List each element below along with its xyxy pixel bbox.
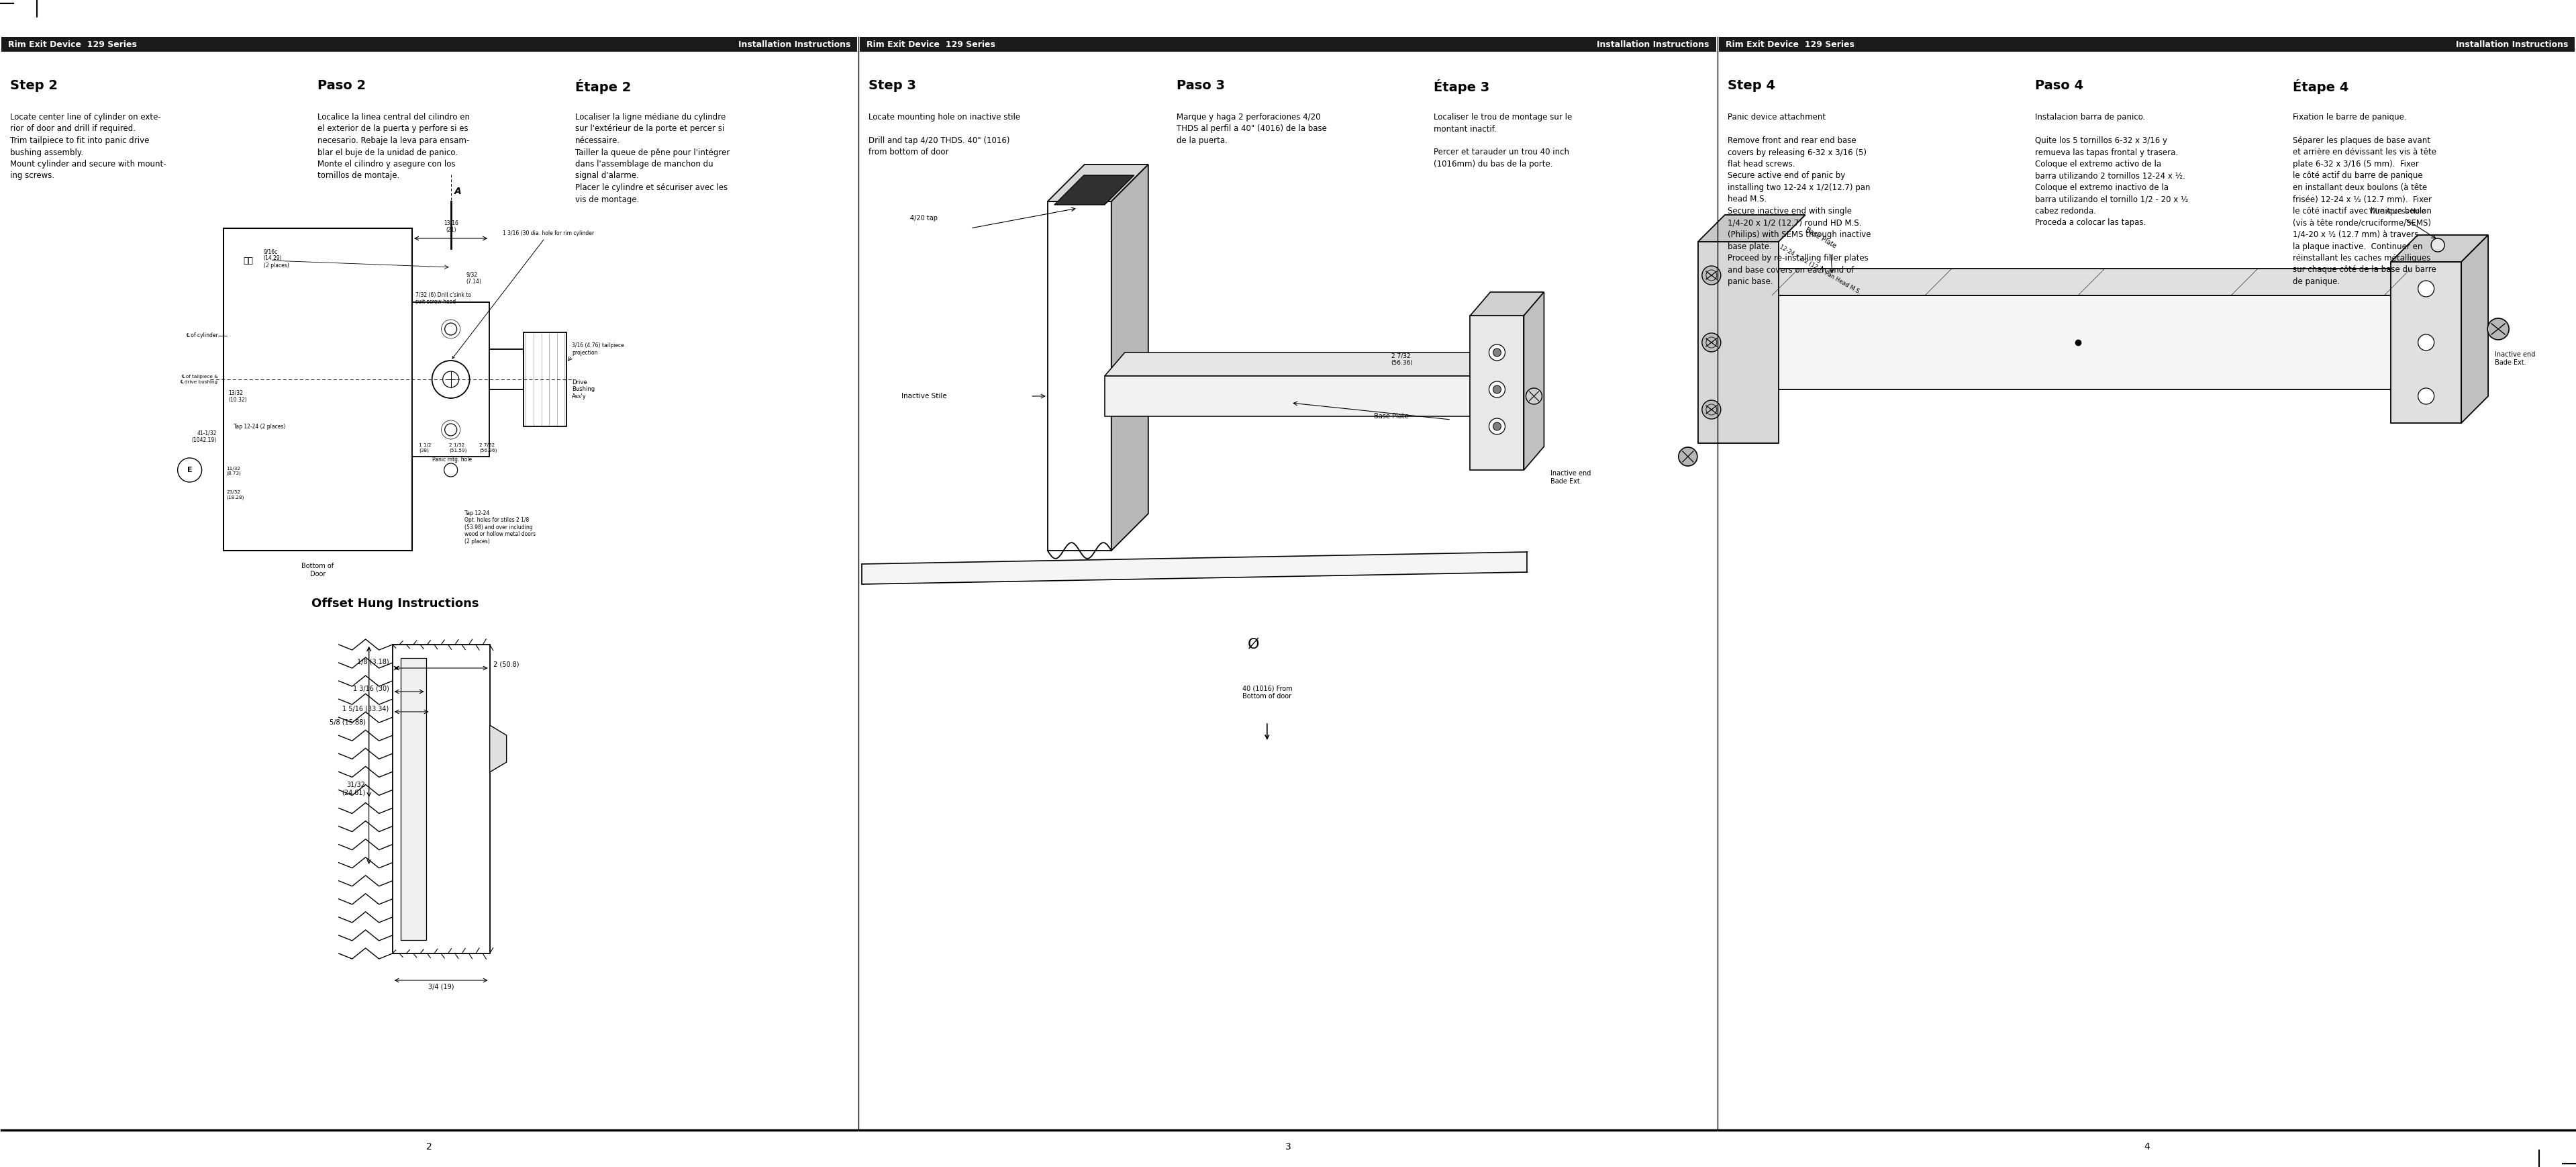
Polygon shape — [1471, 292, 1543, 315]
Text: Rim Exit Device  129 Series: Rim Exit Device 129 Series — [1726, 40, 1855, 49]
Text: Tap 12-24 (2 places): Tap 12-24 (2 places) — [234, 424, 286, 429]
Text: 1/8 (3.18): 1/8 (3.18) — [358, 658, 389, 665]
Bar — [1698, 242, 1777, 443]
Text: 9/32
(7.14): 9/32 (7.14) — [466, 272, 482, 285]
Polygon shape — [1525, 292, 1543, 470]
Text: 1 1/2
(38): 1 1/2 (38) — [420, 443, 430, 453]
Bar — [1471, 315, 1525, 470]
Circle shape — [1494, 349, 1502, 357]
Text: Localice la linea central del cilindro en
el exterior de la puerta y perfore si : Localice la linea central del cilindro e… — [317, 113, 469, 180]
Text: 12-24 x 1/2 (12.7) Pan Head M.S.: 12-24 x 1/2 (12.7) Pan Head M.S. — [1777, 244, 1862, 295]
Bar — [392, 644, 489, 953]
Text: Installation Instructions: Installation Instructions — [2455, 40, 2568, 49]
Circle shape — [2488, 319, 2509, 340]
Circle shape — [1489, 382, 1504, 398]
Circle shape — [1494, 385, 1502, 393]
Polygon shape — [2391, 235, 2488, 261]
Polygon shape — [1752, 268, 2432, 295]
Text: Tap 12-24
Opt. holes for stiles 2 1/8
(53.98) and over including
wood or hollow : Tap 12-24 Opt. holes for stiles 2 1/8 (5… — [464, 510, 536, 544]
Text: 2 (50.8): 2 (50.8) — [492, 662, 518, 668]
Text: Fixation le barre de panique.

Séparer les plaques de base avant
et arrière en d: Fixation le barre de panique. Séparer le… — [2293, 113, 2437, 286]
Text: Ø: Ø — [1247, 638, 1260, 651]
Bar — [2391, 261, 2460, 422]
Text: Installation Instructions: Installation Instructions — [1597, 40, 1710, 49]
Bar — [412, 302, 489, 456]
Text: 1 5/16 (33.34): 1 5/16 (33.34) — [343, 705, 389, 712]
Text: Localiser le trou de montage sur le
montant inactif.

Percer et tarauder un trou: Localiser le trou de montage sur le mont… — [1435, 113, 1571, 168]
Text: 5/8 (15.88): 5/8 (15.88) — [330, 719, 366, 725]
Circle shape — [2419, 335, 2434, 350]
Text: Locate mounting hole on inactive stile

Drill and tap 4/20 THDS. 40" (1016)
from: Locate mounting hole on inactive stile D… — [868, 113, 1020, 156]
Text: 11/32
(8.73): 11/32 (8.73) — [227, 467, 242, 476]
Text: 13/32
(10.32): 13/32 (10.32) — [229, 390, 247, 403]
Polygon shape — [1105, 352, 1497, 376]
Polygon shape — [1054, 175, 1133, 204]
Bar — [399, 658, 425, 941]
Circle shape — [1703, 333, 1721, 351]
Text: A: A — [453, 187, 461, 196]
Text: Étape 2: Étape 2 — [574, 79, 631, 95]
Circle shape — [1489, 344, 1504, 361]
Bar — [489, 349, 523, 390]
Text: Instalacion barra de panico.

Quite los 5 tornillos 6-32 x 3/16 y
remueva las ta: Instalacion barra de panico. Quite los 5… — [2035, 113, 2190, 228]
Bar — [224, 229, 412, 551]
Text: Étape 3: Étape 3 — [1435, 79, 1489, 95]
Text: 41-1/32
(1042.19): 41-1/32 (1042.19) — [191, 429, 216, 443]
Text: Panic mtg. hole: Panic mtg. hole — [433, 456, 471, 462]
Text: Step 3: Step 3 — [868, 79, 917, 92]
Circle shape — [2432, 238, 2445, 252]
Text: Installation Instructions: Installation Instructions — [739, 40, 850, 49]
Text: Step 4: Step 4 — [1728, 79, 1775, 92]
Text: 40 (1016) From
Bottom of door: 40 (1016) From Bottom of door — [1242, 685, 1293, 699]
Text: 23/32
(18.28): 23/32 (18.28) — [227, 490, 245, 499]
Text: ℄ of cylinder: ℄ of cylinder — [185, 333, 219, 338]
Polygon shape — [1110, 165, 1149, 551]
Text: Step 2: Step 2 — [10, 79, 57, 92]
Polygon shape — [2460, 235, 2488, 422]
Text: Paso 3: Paso 3 — [1177, 79, 1224, 92]
Circle shape — [1680, 447, 1698, 466]
Text: Étape 4: Étape 4 — [2293, 79, 2349, 95]
Bar — [1752, 295, 2403, 390]
Text: Bottom of
Door: Bottom of Door — [301, 562, 335, 578]
Bar — [3, 37, 858, 51]
Text: 31/32
(24.61): 31/32 (24.61) — [343, 782, 366, 796]
Text: 2 1/32
(51.59): 2 1/32 (51.59) — [448, 443, 466, 453]
Polygon shape — [489, 725, 507, 773]
Text: Marque y haga 2 perforaciones 4/20
THDS al perfil a 40" (4016) de la base
de la : Marque y haga 2 perforaciones 4/20 THDS … — [1177, 113, 1327, 145]
Text: 2: 2 — [428, 1142, 433, 1152]
Text: 4: 4 — [2143, 1142, 2148, 1152]
Text: Base Plate: Base Plate — [1373, 413, 1409, 420]
Text: 13/16
(21): 13/16 (21) — [443, 219, 459, 233]
Text: ℄ of tailpiece &
℄ drive bushing: ℄ of tailpiece & ℄ drive bushing — [180, 375, 219, 384]
Text: Paso 4: Paso 4 — [2035, 79, 2084, 92]
Circle shape — [1525, 389, 1543, 404]
Text: Wire Access Hole: Wire Access Hole — [2370, 208, 2427, 215]
Text: Base Plate: Base Plate — [1803, 226, 1837, 250]
Text: Ⓕⓓ: Ⓕⓓ — [242, 257, 252, 265]
Text: 1 3/16 (30): 1 3/16 (30) — [353, 685, 389, 692]
Bar — [1048, 202, 1110, 551]
Bar — [1718, 37, 2573, 51]
Text: Inactive Stile: Inactive Stile — [902, 393, 948, 399]
Text: Paso 2: Paso 2 — [317, 79, 366, 92]
Circle shape — [1703, 266, 1721, 285]
Text: 9/16c
(14.29)
(2 places): 9/16c (14.29) (2 places) — [263, 249, 289, 268]
Bar — [1105, 376, 1476, 417]
Text: 3/4 (19): 3/4 (19) — [428, 984, 453, 991]
Bar — [523, 333, 567, 426]
Text: 1 3/16 (30 dia. hole for rim cylinder: 1 3/16 (30 dia. hole for rim cylinder — [453, 230, 595, 358]
Text: Inactive end
Bade Ext.: Inactive end Bade Ext. — [2496, 351, 2535, 365]
Circle shape — [2419, 281, 2434, 296]
Text: Locate center line of cylinder on exte-
rior of door and drill if required.
Trim: Locate center line of cylinder on exte- … — [10, 113, 167, 180]
Polygon shape — [863, 552, 1528, 585]
Text: Panic device attachment

Remove front and rear end base
covers by releasing 6-32: Panic device attachment Remove front and… — [1728, 113, 1870, 286]
Circle shape — [1703, 400, 1721, 419]
Text: 2 7/32
(56.36): 2 7/32 (56.36) — [479, 443, 497, 453]
Text: 2 7/32
(56.36): 2 7/32 (56.36) — [1391, 352, 1414, 365]
Polygon shape — [1048, 165, 1149, 202]
Text: 3: 3 — [1285, 1142, 1291, 1152]
Text: 4/20 tap: 4/20 tap — [909, 215, 938, 222]
Text: Localiser la ligne médiane du cylindre
sur l'extérieur de la porte et percer si
: Localiser la ligne médiane du cylindre s… — [574, 113, 729, 204]
Text: Rim Exit Device  129 Series: Rim Exit Device 129 Series — [866, 40, 994, 49]
